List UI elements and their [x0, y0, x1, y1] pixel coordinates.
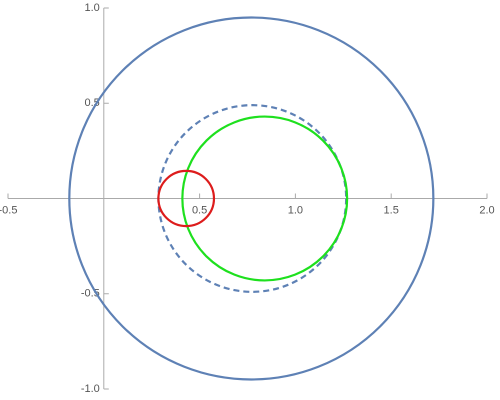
x-tick-label: 2.0: [479, 204, 494, 216]
x-tick-label: 1.5: [384, 204, 399, 216]
y-tick-label: -1.0: [81, 383, 100, 395]
x-tick-label: 1.0: [288, 204, 303, 216]
x-tick-label: -0.5: [0, 204, 17, 216]
y-tick-label: 1.0: [85, 2, 100, 14]
circle: [157, 169, 216, 228]
circle: [181, 115, 349, 282]
x-tick-label: 0.5: [192, 204, 207, 216]
circle: [68, 16, 435, 381]
